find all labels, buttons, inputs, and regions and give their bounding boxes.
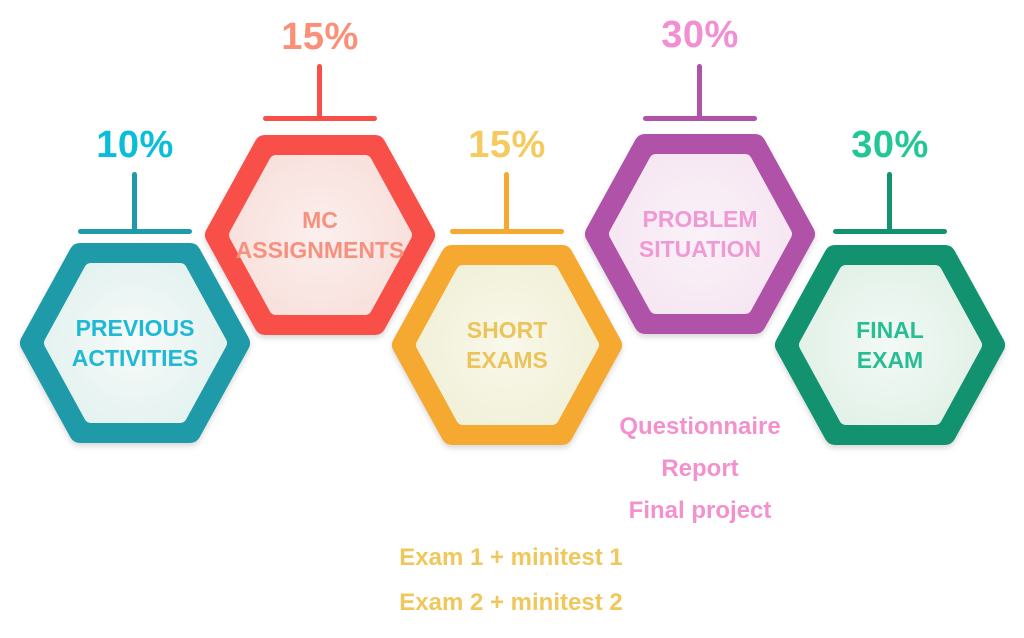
problem-situation-detail-list: Questionnaire Report Final project — [500, 406, 900, 532]
hexagon-problem-situation: PROBLEM SITUATION — [585, 134, 815, 334]
hexagon-label-line: ASSIGNMENTS — [235, 237, 405, 263]
percent-label-previous-activities: 10% — [96, 124, 174, 166]
hexagon-mc-assignments: MC ASSIGNMENTS — [205, 135, 435, 335]
pin-bar-final-exam — [833, 229, 947, 234]
pin-stem-previous-activities — [132, 172, 137, 234]
pin-bar-mc-assignments — [263, 116, 377, 121]
pin-bar-problem-situation — [643, 116, 757, 121]
hexagon-label-line: ACTIVITIES — [71, 345, 199, 371]
hexagon-label-line: SHORT — [466, 317, 548, 343]
percent-label-problem-situation: 30% — [661, 14, 739, 56]
hexagon-shape-icon — [392, 245, 622, 445]
hexagon-shape-icon — [205, 135, 435, 335]
hexagon-final-exam: FINAL EXAM — [775, 245, 1005, 445]
hexagon-previous-activities: PREVIOUS ACTIVITIES — [20, 243, 250, 443]
pin-stem-mc-assignments — [317, 64, 322, 121]
pin-bar-short-exams — [450, 229, 564, 234]
short-exams-detail-list: Exam 1 + minitest 1 Exam 2 + minitest 2 — [291, 535, 731, 625]
hexagon-label-problem-situation: PROBLEM SITUATION — [585, 134, 815, 334]
pin-bar-previous-activities — [78, 229, 192, 234]
list-item: Exam 2 + minitest 2 — [399, 589, 623, 616]
hexagon-label-line: SITUATION — [638, 236, 762, 262]
hexagon-shape-icon — [585, 134, 815, 334]
hexagon-label-line: FINAL — [856, 317, 924, 343]
hexagon-label-final-exam: FINAL EXAM — [775, 245, 1005, 445]
hexagon-label-line: PROBLEM — [642, 206, 758, 232]
hexagon-label-line: EXAM — [856, 347, 924, 373]
hexagon-shape-icon — [20, 243, 250, 443]
hexagon-label-line: EXAMS — [466, 347, 548, 373]
list-item: Exam 1 + minitest 1 — [399, 544, 623, 571]
hexagon-label-short-exams: SHORT EXAMS — [392, 245, 622, 445]
hexagon-label-line: PREVIOUS — [75, 315, 195, 341]
hexagon-label-line: MC — [302, 207, 338, 233]
pin-stem-short-exams — [504, 172, 509, 234]
percent-label-short-exams: 15% — [468, 124, 546, 166]
hexagon-label-previous-activities: PREVIOUS ACTIVITIES — [20, 243, 250, 443]
percent-label-mc-assignments: 15% — [281, 16, 359, 58]
pin-stem-problem-situation — [697, 64, 702, 121]
list-item: Questionnaire — [619, 413, 781, 440]
list-item: Final project — [628, 497, 772, 524]
percent-label-final-exam: 30% — [851, 124, 929, 166]
hexagon-short-exams: SHORT EXAMS — [392, 245, 622, 445]
pin-stem-final-exam — [887, 172, 892, 234]
hexagon-shape-icon — [775, 245, 1005, 445]
list-item: Report — [661, 455, 739, 482]
hexagon-label-mc-assignments: MC ASSIGNMENTS — [205, 135, 435, 335]
